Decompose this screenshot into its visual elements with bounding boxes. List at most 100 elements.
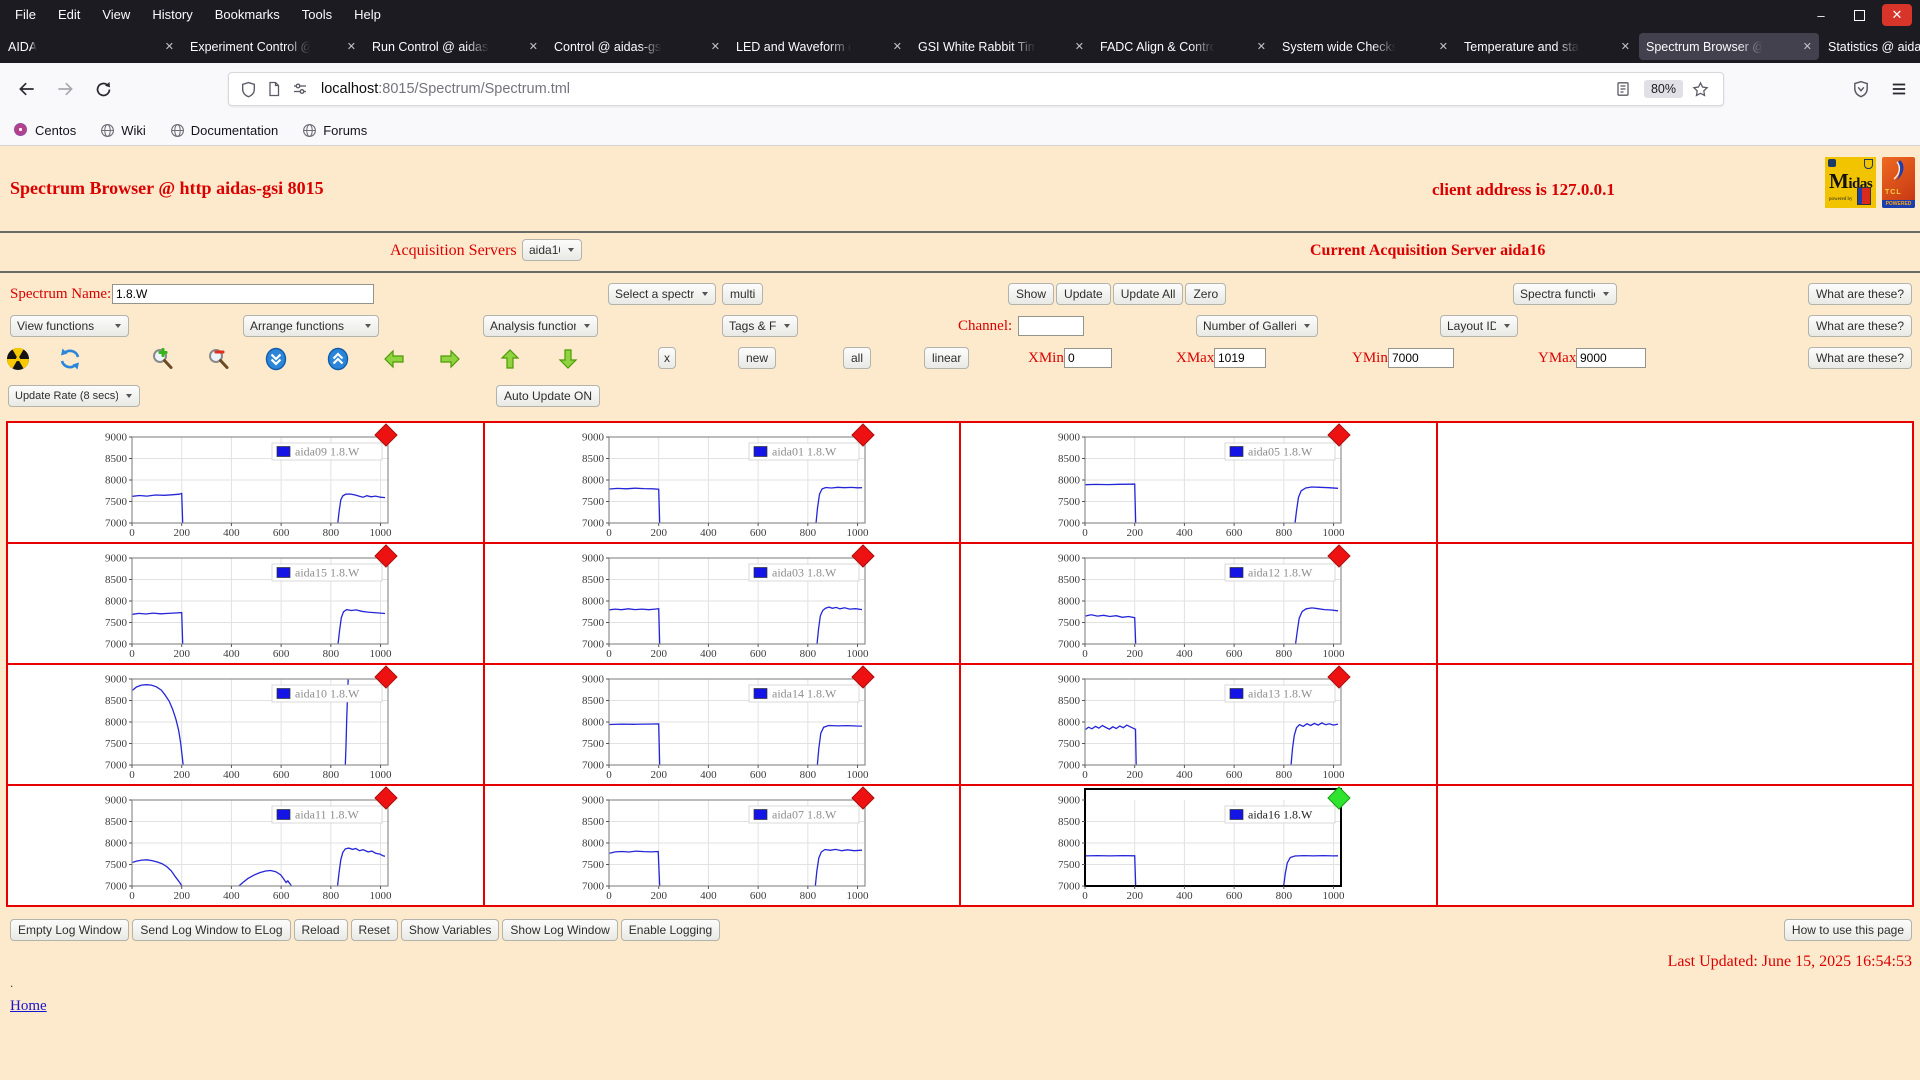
menu-bookmarks[interactable]: Bookmarks [214,7,280,22]
reload-button[interactable] [90,76,116,102]
menu-file[interactable]: File [15,7,36,22]
zoom-in-icon[interactable] [150,347,174,371]
url-bar[interactable]: localhost:8015/Spectrum/Spectrum.tml 80% [228,72,1724,106]
multi-button[interactable]: multi [722,283,764,305]
bookmark-wiki[interactable]: Wiki [100,123,146,138]
bookmark-documentation[interactable]: Documentation [170,123,278,138]
arrow-up-icon[interactable] [498,347,522,371]
select-spectrum-select[interactable]: Select a spectrum [608,283,716,305]
menu-button[interactable] [1886,76,1912,102]
shift-up-icon[interactable] [326,347,350,371]
tab-close-icon[interactable]: ✕ [1802,41,1812,53]
page-info-icon[interactable] [263,78,285,100]
tags-fits-select[interactable]: Tags & Fits [722,315,798,337]
empty-log-window-button[interactable]: Empty Log Window [10,919,130,941]
tab-close-icon[interactable]: ✕ [1074,41,1084,53]
show-button[interactable]: Show [1008,283,1055,305]
tab-close-icon[interactable]: ✕ [1256,41,1266,53]
arrow-down-icon[interactable] [556,347,580,371]
spectrum-cell-aida15[interactable]: 0 200 400 600 800 1000 7000 7500 8000 8500 9000 aid… [6,542,485,665]
spectrum-cell-aida14[interactable]: 0 200 400 600 800 1000 7000 7500 8000 8500 9000 aid… [482,663,961,786]
zoom-level-badge[interactable]: 80% [1643,80,1683,98]
url-text[interactable]: localhost:8015/Spectrum/Spectrum.tml [321,81,1612,97]
tab-close-icon[interactable]: ✕ [346,41,356,53]
linear-button[interactable]: linear [924,347,970,369]
close-button[interactable]: ✕ [1882,4,1912,26]
tab-led-and-waveform-c[interactable]: LED and Waveform c ✕ [729,33,909,60]
layout-id-select[interactable]: Layout ID=7 [1440,315,1518,337]
bookmark-star-icon[interactable] [1689,78,1711,100]
spectrum-cell-aida13[interactable]: 0 200 400 600 800 1000 7000 7500 8000 8500 9000 aid… [959,663,1438,786]
zoom-out-icon[interactable] [206,347,230,371]
show-variables-button[interactable]: Show Variables [400,919,500,941]
tab-close-icon[interactable]: ✕ [710,41,720,53]
view-functions-select[interactable]: View functions [10,315,129,337]
spectrum-cell-aida05[interactable]: 0 200 400 600 800 1000 7000 7500 8000 8500 9000 aid… [959,421,1438,544]
spectrum-cell-aida16[interactable]: 0 200 400 600 800 1000 7000 7500 8000 8500 9000 aid… [959,784,1438,907]
tab-aida[interactable]: AIDA ✕ [1,33,181,60]
what-are-these-button-3[interactable]: What are these? [1807,347,1912,369]
xmax-input[interactable] [1214,348,1266,368]
spectrum-cell-aida11[interactable]: 0 200 400 600 800 1000 7000 7500 8000 8500 9000 aid… [6,784,485,907]
send-log-window-to-elog-button[interactable]: Send Log Window to ELog [132,919,291,941]
analysis-functions-select[interactable]: Analysis functions [483,315,598,337]
acquisition-server-select[interactable]: aida16 [522,239,582,261]
shield-icon[interactable] [237,78,259,100]
tab-statistics-aidas-gsi[interactable]: Statistics @ aidas-gsi✕ [1821,33,1920,60]
spectrum-cell-aida10[interactable]: 0 200 400 600 800 1000 7000 7500 8000 8500 9000 aid… [6,663,485,786]
new-button[interactable]: new [738,347,777,369]
tab-close-icon[interactable]: ✕ [892,41,902,53]
show-log-window-button[interactable]: Show Log Window [502,919,618,941]
maximize-button[interactable] [1844,4,1874,26]
arrow-left-icon[interactable] [382,347,406,371]
what-are-these-button-1[interactable]: What are these? [1807,283,1912,305]
spectrum-name-input[interactable] [112,284,374,304]
shield-check-icon[interactable] [1848,76,1874,102]
arrange-functions-select[interactable]: Arrange functions [243,315,379,337]
tab-close-icon[interactable]: ✕ [1438,41,1448,53]
tab-close-icon[interactable]: ✕ [1620,41,1630,53]
bookmark-centos[interactable]: Centos [14,122,76,138]
tab-run-control-aidas[interactable]: Run Control @ aidas- ✕ [365,33,545,60]
arrow-right-icon[interactable] [438,347,462,371]
shift-down-icon[interactable] [264,347,288,371]
ymin-input[interactable] [1388,348,1454,368]
enable-logging-button[interactable]: Enable Logging [620,919,721,941]
home-link[interactable]: Home [10,998,47,1014]
refresh-icon[interactable] [58,347,82,371]
reset-button[interactable]: Reset [350,919,398,941]
spectrum-cell-aida07[interactable]: 0 200 400 600 800 1000 7000 7500 8000 8500 9000 aid… [482,784,961,907]
tab-temperature-and-stat[interactable]: Temperature and stat ✕ [1457,33,1637,60]
minimize-button[interactable]: – [1817,7,1825,23]
x-expand-button[interactable]: x [658,347,676,369]
tab-gsi-white-rabbit-tim[interactable]: GSI White Rabbit Tim ✕ [911,33,1091,60]
tab-close-icon[interactable]: ✕ [528,41,538,53]
menu-help[interactable]: Help [354,7,381,22]
galleries-select[interactable]: Number of Galleries [1196,315,1318,337]
spectrum-cell-aida12[interactable]: 0 200 400 600 800 1000 7000 7500 8000 8500 9000 aid… [959,542,1438,665]
update-button[interactable]: Update [1056,283,1111,305]
spectrum-cell-aida01[interactable]: 0 200 400 600 800 1000 7000 7500 8000 8500 9000 aid… [482,421,961,544]
tab-spectrum-browser[interactable]: Spectrum Browser @ ✕ [1639,33,1819,60]
reader-mode-icon[interactable] [1612,78,1634,100]
bookmark-forums[interactable]: Forums [302,123,367,138]
permissions-icon[interactable] [289,78,311,100]
tab-control-aidas-gsi[interactable]: Control @ aidas-gsi ✕ [547,33,727,60]
all-button[interactable]: all [843,347,872,369]
menu-tools[interactable]: Tools [301,7,333,22]
spectra-functions-select[interactable]: Spectra functions [1513,283,1617,305]
xmin-input[interactable] [1064,348,1112,368]
zero-button[interactable]: Zero [1185,283,1227,305]
how-to-use-button[interactable]: How to use this page [1783,919,1912,941]
tab-fadc-align-contro[interactable]: FADC Align & Contro ✕ [1093,33,1273,60]
tab-close-icon[interactable]: ✕ [164,41,174,53]
tab-experiment-control[interactable]: Experiment Control @ ✕ [183,33,363,60]
back-button[interactable] [14,76,40,102]
what-are-these-button-2[interactable]: What are these? [1807,315,1912,337]
forward-button[interactable] [52,76,78,102]
auto-update-button[interactable]: Auto Update ON [496,385,601,407]
channel-input[interactable] [1018,316,1084,336]
spectrum-cell-aida03[interactable]: 0 200 400 600 800 1000 7000 7500 8000 8500 9000 aid… [482,542,961,665]
update-all-button[interactable]: Update All [1112,283,1184,305]
update-rate-select[interactable]: Update Rate (8 secs) [8,385,140,407]
